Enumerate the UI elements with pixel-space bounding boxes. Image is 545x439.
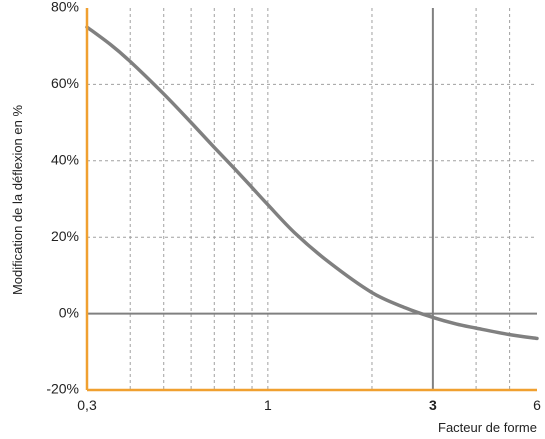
y-tick-label: 60% <box>51 75 79 91</box>
chart-frame <box>85 8 537 392</box>
x-axis-title: Facteur de forme <box>438 420 537 435</box>
y-axis-title: Modification de la déflexion en % <box>10 105 25 296</box>
x-tick-labels: 0,3 1 3 6 <box>77 397 541 413</box>
x-tick-label: 6 <box>533 397 541 413</box>
x-tick-label: 1 <box>264 397 272 413</box>
deflection-curve <box>85 25 539 341</box>
x-tick-label: 3 <box>429 397 437 413</box>
series <box>85 25 539 341</box>
y-tick-label: 80% <box>51 0 79 15</box>
reference-lines <box>87 8 537 390</box>
y-tick-label: 40% <box>51 152 79 168</box>
x-tick-label: 0,3 <box>77 397 97 413</box>
grid-lines <box>87 8 537 390</box>
y-tick-labels: 80% 60% 40% 20% 0% -20% <box>46 0 79 397</box>
y-tick-label: 0% <box>59 304 79 320</box>
y-tick-label: -20% <box>46 381 79 397</box>
y-tick-label: 20% <box>51 228 79 244</box>
